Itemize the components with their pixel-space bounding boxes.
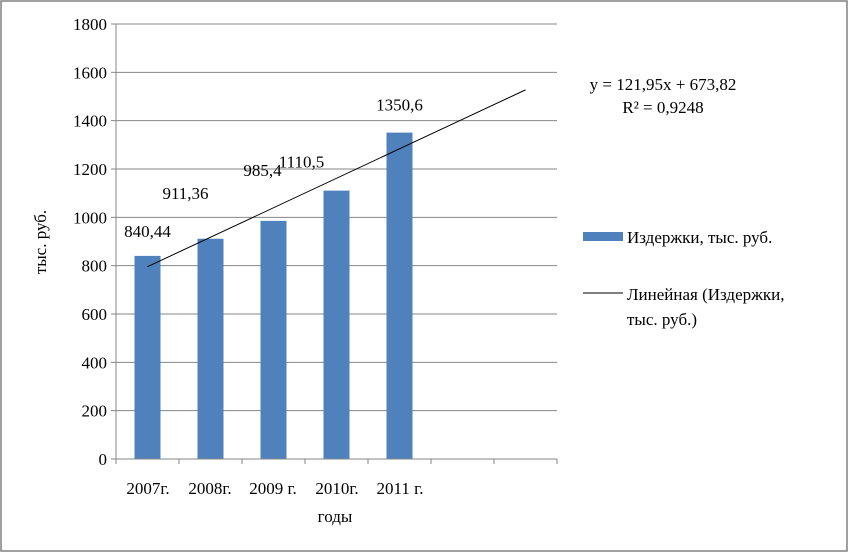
y-tick-label: 1800 <box>73 15 107 34</box>
data-label: 1350,6 <box>376 96 423 115</box>
legend: Издержки, тыс. руб. Линейная (Издержки, … <box>583 228 784 329</box>
data-label: 840,44 <box>124 222 171 241</box>
x-tick-labels: 2007г. 2008г. 2009 г. 2010г. 2011 г. <box>126 479 423 498</box>
x-tick-label: 2010г. <box>315 479 358 498</box>
y-tick-label: 800 <box>82 257 108 276</box>
bar <box>386 132 413 460</box>
x-axis-title: годы <box>318 507 353 526</box>
trendline-equation-line: y = 121,95x + 673,82 <box>590 75 737 94</box>
y-tick-label: 0 <box>99 450 108 469</box>
legend-bar-swatch <box>583 232 623 241</box>
bar <box>260 220 287 459</box>
y-axis-title: тыс. руб. <box>31 210 50 274</box>
y-tick-label: 1000 <box>73 208 107 227</box>
data-label: 911,36 <box>162 184 208 203</box>
bar <box>197 238 224 459</box>
x-tick-label: 2011 г. <box>377 479 424 498</box>
bars-layer <box>134 132 413 460</box>
legend-label-trendline-line2: тыс. руб.) <box>627 310 697 329</box>
x-tick-label: 2009 г. <box>249 479 297 498</box>
trend-layer <box>147 89 526 268</box>
grid-layer <box>116 23 557 412</box>
legend-entry-trendline: Линейная (Издержки, тыс. руб.) <box>583 285 784 329</box>
y-tick-label: 200 <box>82 402 108 421</box>
data-label: 1110,5 <box>279 153 325 172</box>
x-tick-label: 2007г. <box>126 479 169 498</box>
trendline-equation: y = 121,95x + 673,82 R² = 0,9248 <box>590 75 737 117</box>
y-tick-label: 1400 <box>73 112 107 131</box>
y-tick-label: 1200 <box>73 160 107 179</box>
data-label: 985,4 <box>243 161 282 180</box>
y-tick-labels: 0 200 400 600 800 1000 1200 1400 1600 1800 <box>73 15 107 469</box>
bar <box>323 190 350 460</box>
bar <box>134 255 161 459</box>
legend-label-bars: Издержки, тыс. руб. <box>627 228 772 247</box>
trendline-r-squared: R² = 0,9248 <box>622 98 703 117</box>
y-tick-label: 600 <box>82 305 108 324</box>
legend-entry-bars: Издержки, тыс. руб. <box>583 228 772 247</box>
y-tick-label: 400 <box>82 353 108 372</box>
legend-label-trendline-line1: Линейная (Издержки, <box>627 285 784 304</box>
trendline <box>147 89 526 268</box>
x-tick-label: 2008г. <box>188 479 231 498</box>
y-tick-label: 1600 <box>73 63 107 82</box>
axis-layer <box>111 23 558 464</box>
